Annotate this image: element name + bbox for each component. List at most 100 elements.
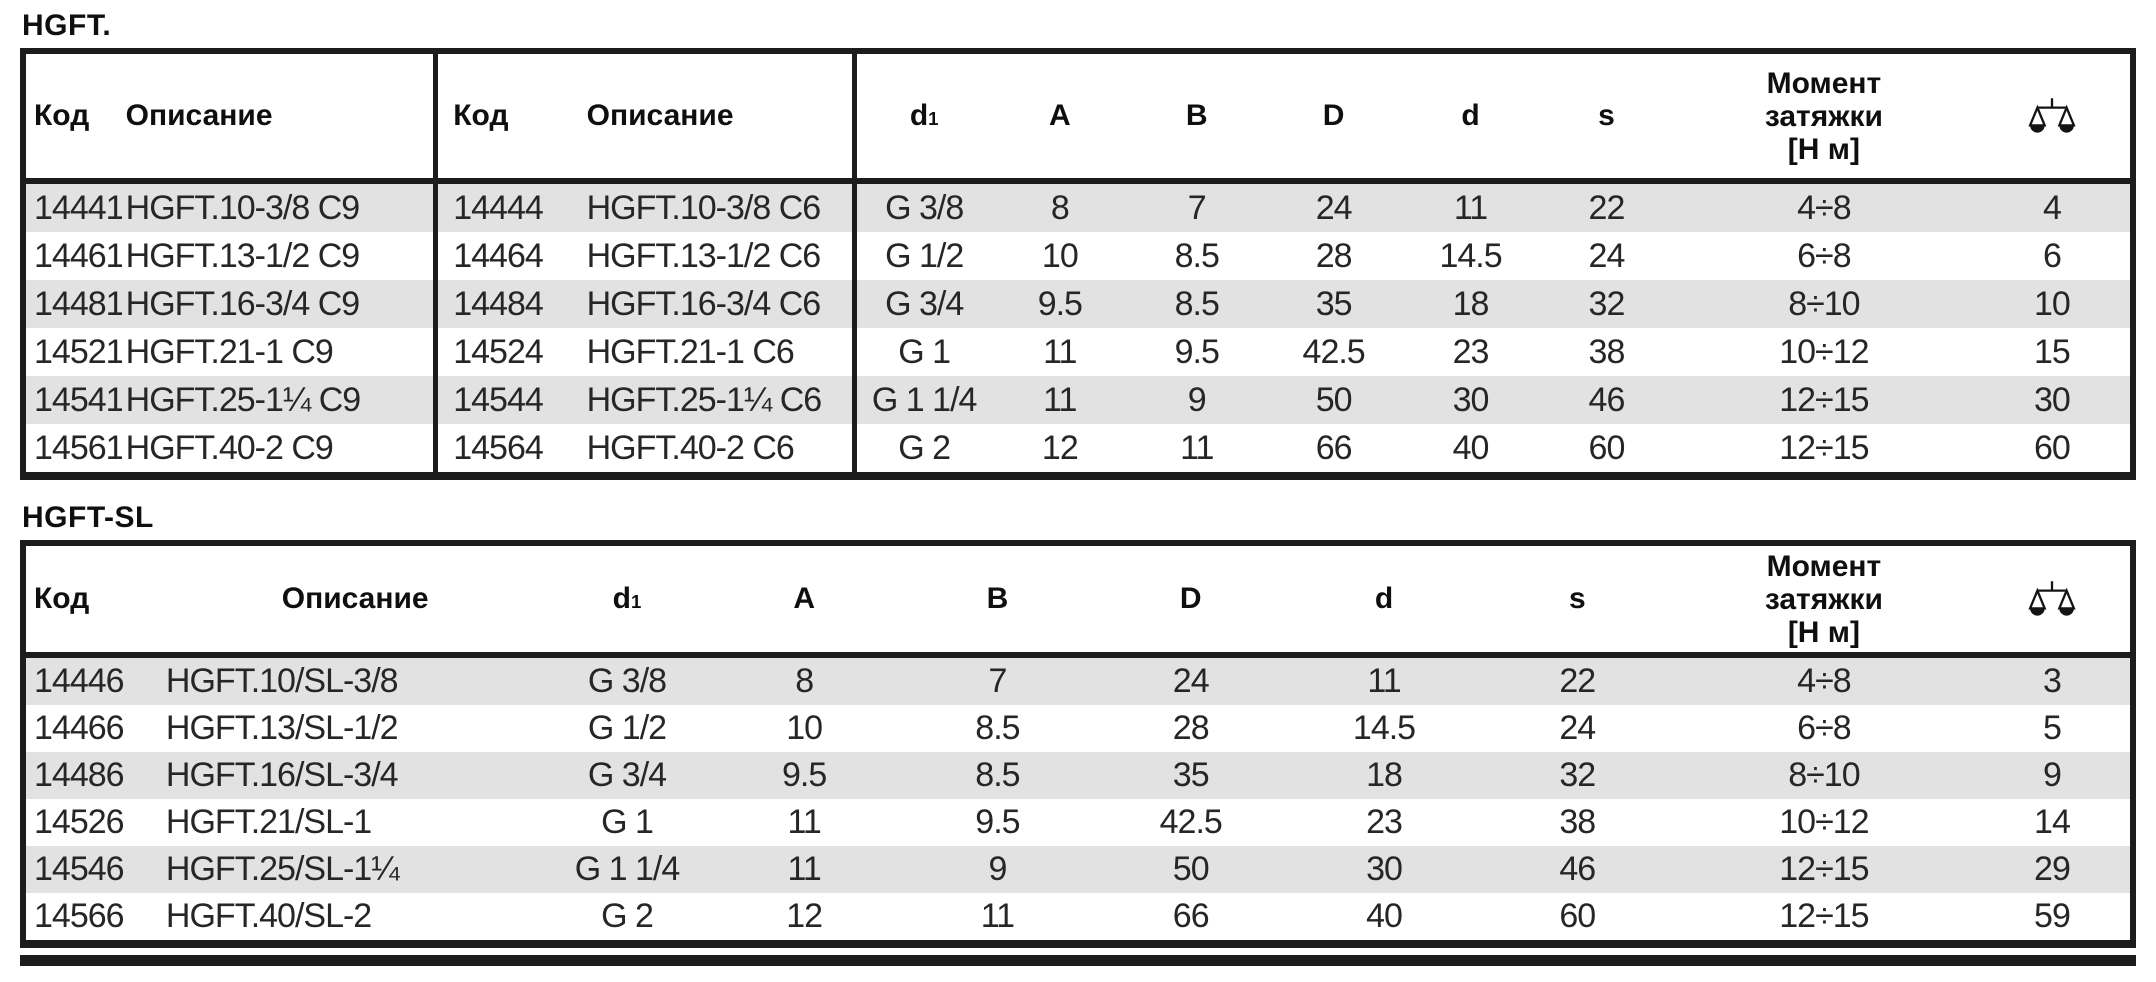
hgft-table-body: 14441 HGFT.10-3/8 C9 14444 HGFT.10-3/8 C6 G …	[23, 181, 2133, 476]
d1-cell: G 3/4	[851, 280, 992, 328]
torque-line-2: затяжки	[1764, 582, 1883, 616]
b-cell: 11	[1180, 428, 1214, 467]
description-c9-cell: HGFT.16-3/4 C9	[125, 284, 361, 323]
weight-cell: 6	[2042, 236, 2062, 275]
col-header-description: Описание	[163, 543, 547, 658]
d1-cell: G 3/8	[587, 662, 667, 700]
code-cell: 14526	[34, 803, 125, 841]
d-major-cell: 35	[1172, 756, 1210, 794]
col-header-d-major: D	[1265, 51, 1403, 184]
col-header-d1: d1	[546, 543, 708, 658]
torque-cell: 6÷8	[1797, 236, 1851, 275]
d-minor-cell: 40	[1366, 897, 1403, 935]
d-minor-cell: 18	[1366, 756, 1403, 794]
torque-cell: 10÷12	[1779, 803, 1869, 841]
d-major-cell: 50	[1172, 850, 1210, 888]
d-major-cell: 66	[1172, 897, 1210, 935]
col-header-description: Описание	[121, 51, 436, 184]
description-cell: HGFT.10/SL-3/8	[165, 662, 399, 700]
a-cell: 11	[787, 850, 822, 888]
col-header-code: Код	[23, 51, 122, 184]
description-c6-cell: HGFT.40-2 C6	[586, 428, 795, 467]
col-header-code-2: Код	[433, 51, 575, 184]
d-major-cell: 42.5	[1302, 332, 1366, 371]
description-cell: HGFT.13/SL-1/2	[165, 709, 399, 747]
d-major-cell: 66	[1315, 428, 1353, 467]
table-row: 14566 HGFT.40/SL-2 G 2 12 11 66 40 60 12÷15 59	[23, 893, 2133, 944]
d-minor-cell: 18	[1452, 284, 1490, 323]
torque-line-1: Момент	[1766, 549, 1882, 583]
weight-cell: 5	[2042, 709, 2062, 747]
d-minor-cell: 23	[1366, 803, 1403, 841]
code-cell: 14546	[34, 850, 125, 888]
table-row: 14466 HGFT.13/SL-1/2 G 1/2 10 8.5 28 14.5 24 6÷8…	[23, 705, 2133, 752]
a-cell: 9.5	[782, 756, 827, 794]
col-header-weight	[1973, 543, 2133, 658]
a-cell: 12	[786, 897, 823, 935]
col-header-torque: Момент затяжки [Н м]	[1673, 51, 1974, 184]
d-minor-cell: 14.5	[1352, 709, 1416, 747]
b-cell: 8.5	[975, 756, 1020, 794]
d1-cell: G 2	[601, 897, 654, 935]
code-c9-cell: 14561	[34, 428, 122, 467]
weight-cell: 14	[2034, 803, 2071, 841]
s-cell: 46	[1559, 850, 1596, 888]
d-major-cell: 42.5	[1159, 803, 1223, 841]
col-header-s: s	[1480, 543, 1674, 658]
torque-line-2: затяжки	[1764, 99, 1883, 133]
b-cell: 8.5	[1174, 236, 1220, 275]
col-header-d-major: D	[1094, 543, 1288, 658]
d1-cell: G 1 1/4	[574, 850, 681, 888]
code-c6-cell: 14564	[433, 424, 575, 476]
table-row: 14481 HGFT.16-3/4 C9 14484 HGFT.16-3/4 C6 G …	[23, 280, 2133, 328]
a-cell: 10	[786, 709, 823, 747]
hgft-table: Код Описание Код Описание d1 A B D d s М…	[20, 48, 2136, 480]
a-cell: 11	[1043, 332, 1077, 371]
torque-cell: 6÷8	[1797, 709, 1851, 747]
b-cell: 7	[1187, 188, 1207, 227]
s-cell: 32	[1559, 756, 1596, 794]
table-row: 14526 HGFT.21/SL-1 G 1 11 9.5 42.5 23 38 10÷12 14	[23, 799, 2133, 846]
balance-scale-icon	[2028, 95, 2076, 137]
code-c9-cell: 14521	[34, 332, 122, 371]
d-minor-cell: 30	[1366, 850, 1403, 888]
table-row: 14441 HGFT.10-3/8 C9 14444 HGFT.10-3/8 C6 G …	[23, 181, 2133, 232]
s-cell: 60	[1588, 428, 1626, 467]
next-table-top-border	[20, 955, 2136, 966]
balance-scale-icon	[2028, 578, 2076, 620]
s-cell: 22	[1559, 662, 1596, 700]
col-header-b: B	[1128, 51, 1266, 184]
b-cell: 9	[1187, 380, 1207, 419]
s-cell: 38	[1559, 803, 1596, 841]
d-major-cell: 28	[1315, 236, 1353, 275]
col-header-torque: Момент затяжки [Н м]	[1673, 543, 1974, 658]
col-header-description-2: Описание	[574, 51, 855, 184]
d-major-cell: 24	[1315, 188, 1353, 227]
description-cell: HGFT.21/SL-1	[165, 803, 372, 841]
d-major-cell: 50	[1315, 380, 1353, 419]
d-minor-cell: 40	[1452, 428, 1490, 467]
code-c9-cell: 14541	[34, 380, 122, 419]
d-minor-cell: 11	[1453, 188, 1488, 227]
torque-line-3: [Н м]	[1787, 615, 1860, 649]
b-cell: 8.5	[975, 709, 1020, 747]
description-c6-cell: HGFT.10-3/8 C6	[586, 188, 822, 227]
code-c9-cell: 14441	[34, 188, 122, 227]
col-header-d1: d1	[851, 51, 992, 184]
s-cell: 32	[1588, 284, 1626, 323]
a-cell: 10	[1041, 236, 1079, 275]
description-cell: HGFT.25/SL-1¼	[165, 850, 400, 888]
torque-line-3: [Н м]	[1787, 132, 1860, 166]
code-c9-cell: 14461	[34, 236, 122, 275]
d1-cell: G 2	[851, 424, 992, 476]
s-cell: 60	[1559, 897, 1596, 935]
a-cell: 11	[787, 803, 822, 841]
table-row: 14446 HGFT.10/SL-3/8 G 3/8 8 7 24 11 22 4÷8 3	[23, 655, 2133, 705]
code-c6-cell: 14484	[433, 280, 575, 328]
s-cell: 24	[1559, 709, 1596, 747]
b-cell: 9.5	[975, 803, 1020, 841]
weight-cell: 10	[2034, 284, 2071, 323]
d-major-cell: 24	[1172, 662, 1210, 700]
code-cell: 14486	[34, 756, 125, 794]
b-cell: 8.5	[1174, 284, 1220, 323]
